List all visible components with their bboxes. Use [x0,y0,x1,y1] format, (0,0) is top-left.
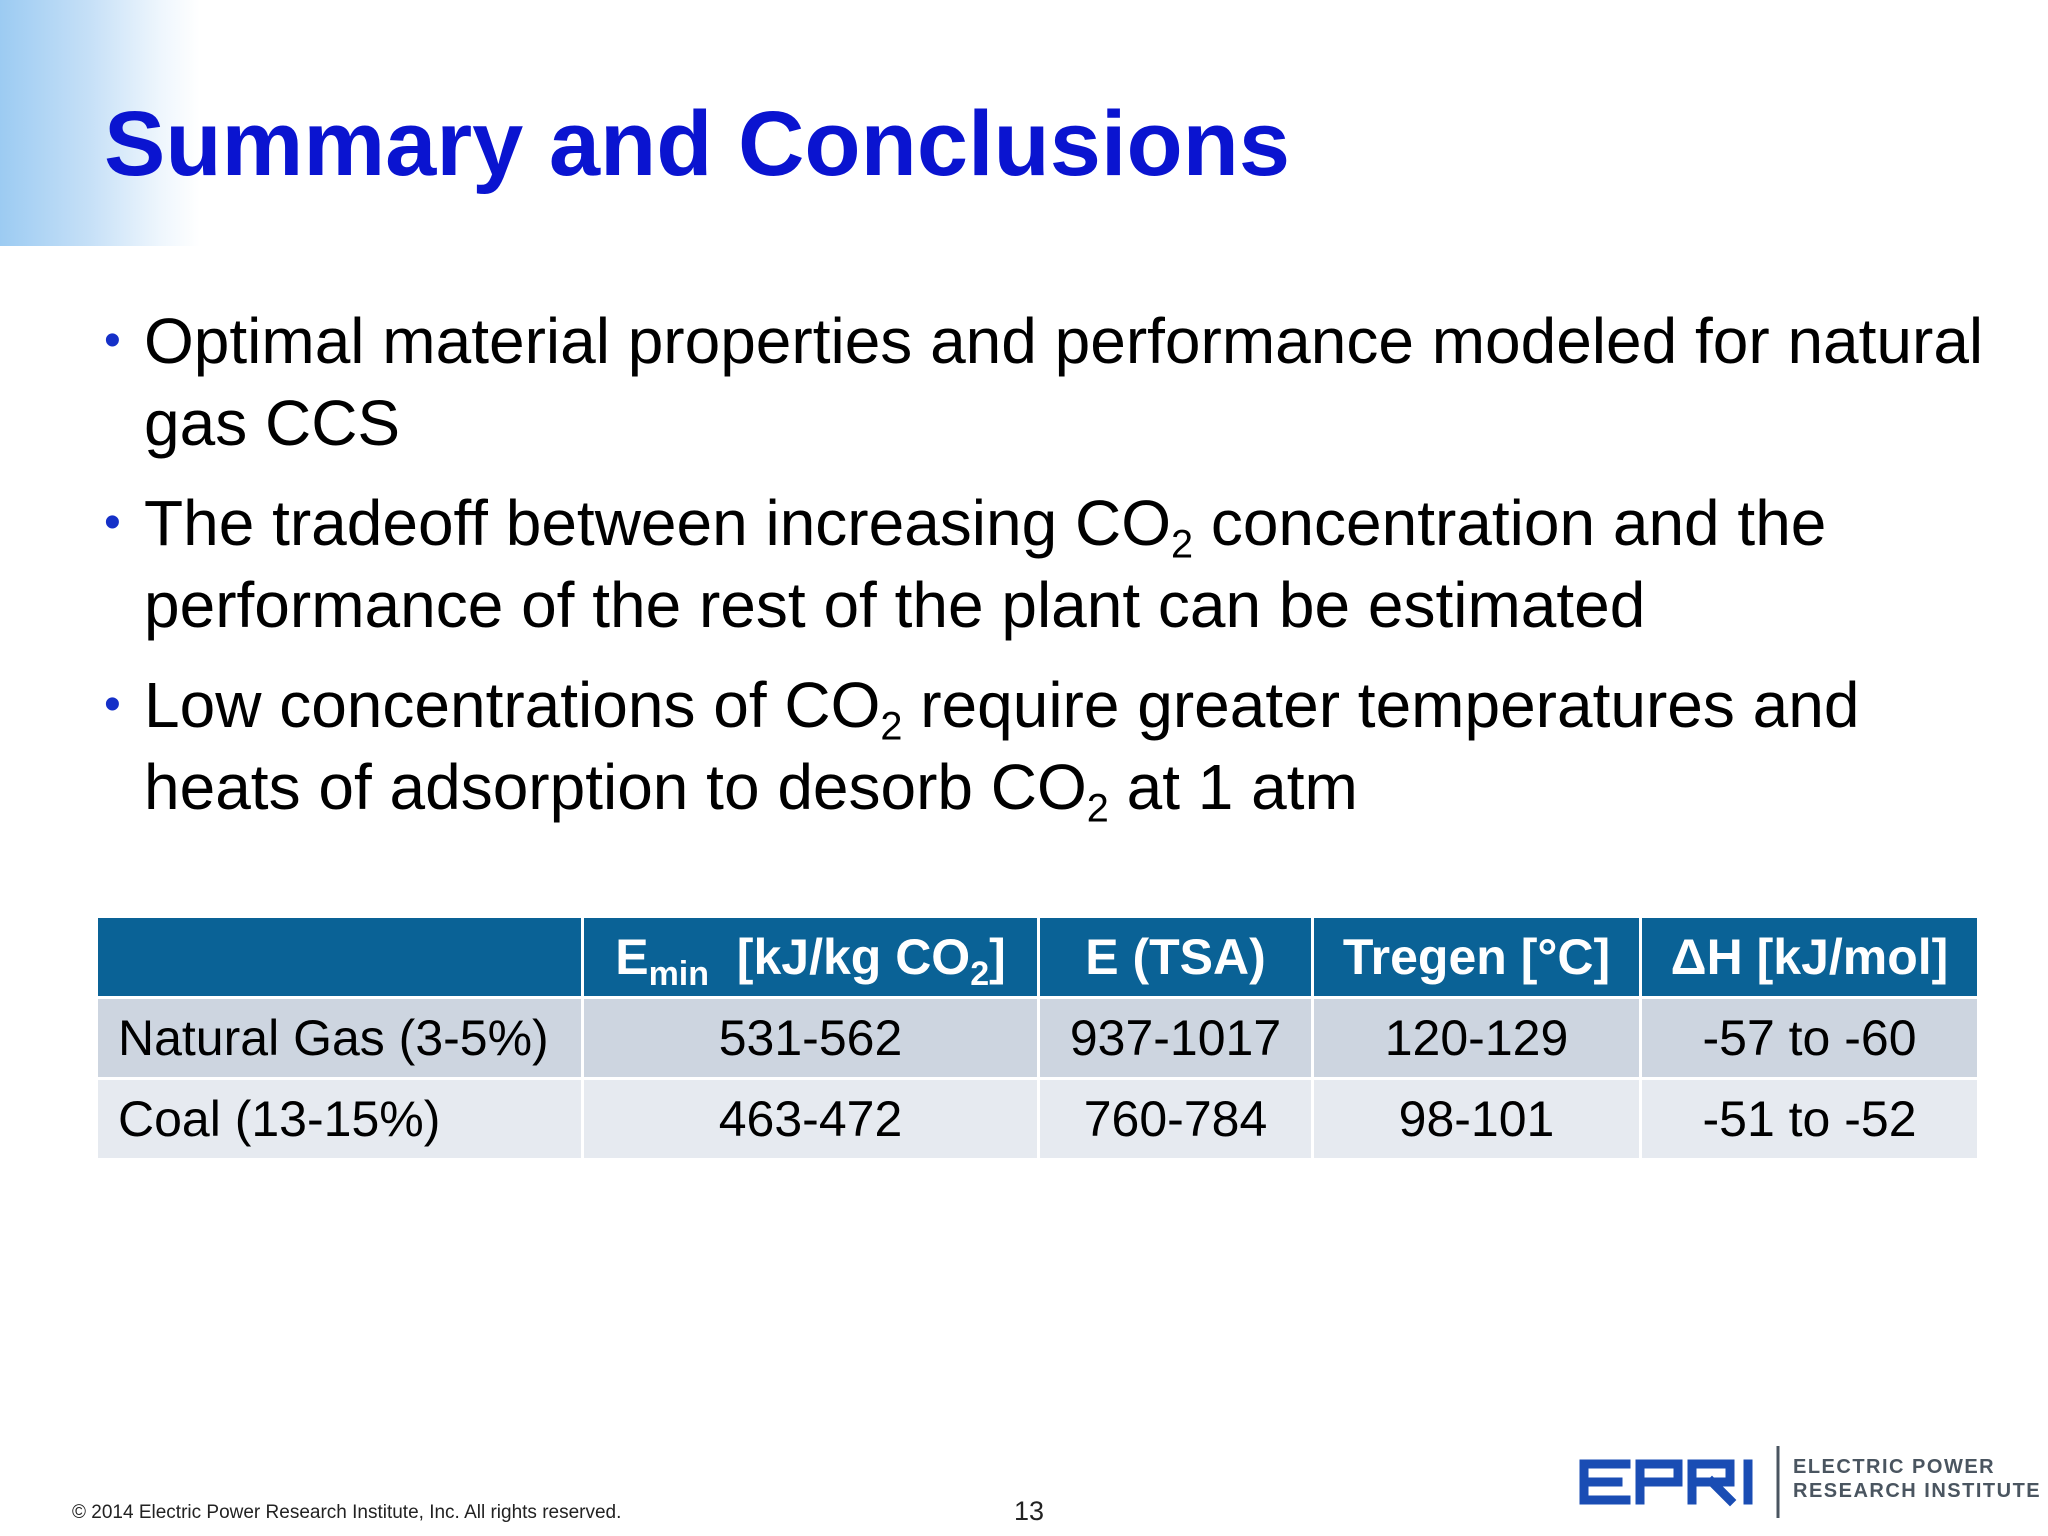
bullet-dot: • [104,678,121,731]
logo-line-1: ELECTRIC POWER [1793,1456,1996,1478]
table-cell: -51 to -52 [1639,1077,1980,1161]
bullet-text: Low concentrations of CO2 require greate… [144,669,1860,831]
page-number: 13 [1014,1496,1045,1526]
header-cell-delta-h: ΔH [kJ/mol] [1639,915,1980,999]
table-cell: 531-562 [581,996,1040,1080]
header-cell-emin: Emin [kJ/kg CO2] [581,915,1040,999]
table-row: Natural Gas (3-5%) 531-562 937-1017 120-… [95,996,1980,1080]
table-cell: 98-101 [1311,1077,1642,1161]
row-label: Coal (13-15%) [95,1077,584,1161]
results-table: Emin [kJ/kg CO2] E (TSA) Tregen [°C] ΔH … [95,915,1980,1161]
results-table-wrapper: Emin [kJ/kg CO2] E (TSA) Tregen [°C] ΔH … [95,915,1980,1161]
logo-line-2: RESEARCH INSTITUTE [1793,1480,2042,1502]
bullet-text: The tradeoff between increasing CO2 conc… [144,487,1827,641]
bullet-item: • Low concentrations of CO2 require great… [104,664,2004,831]
epri-logo-icon [1579,1446,1780,1518]
header-cell-tregen: Tregen [°C] [1311,915,1642,999]
row-label: Natural Gas (3-5%) [95,996,584,1080]
header-cell-e-tsa: E (TSA) [1037,915,1314,999]
corner-gradient [0,0,200,246]
table-cell: 760-784 [1037,1077,1314,1161]
table-cell: 463-472 [581,1077,1040,1161]
logo-wordmark: ELECTRIC POWER RESEARCH INSTITUTE [1793,1455,2041,1503]
bullet-item: • Optimal material properties and perform… [104,300,2004,464]
header-cell-blank [95,915,584,999]
slide-title: Summary and Conclusions [104,93,1291,195]
table-cell: -57 to -60 [1639,996,1980,1080]
bullet-dot: • [104,314,121,367]
table-header-row: Emin [kJ/kg CO2] E (TSA) Tregen [°C] ΔH … [95,915,1980,999]
bullet-item: • The tradeoff between increasing CO2 con… [104,482,2004,646]
table-cell: 937-1017 [1037,996,1314,1080]
bullet-dot: • [104,496,121,549]
bullet-text: Optimal material properties and performa… [144,305,1984,459]
table-row: Coal (13-15%) 463-472 760-784 98-101 -51… [95,1077,1980,1161]
bullet-list: • Optimal material properties and perform… [104,300,2004,846]
table-cell: 120-129 [1311,996,1642,1080]
copyright-notice: © 2014 Electric Power Research Institute… [72,1502,622,1523]
